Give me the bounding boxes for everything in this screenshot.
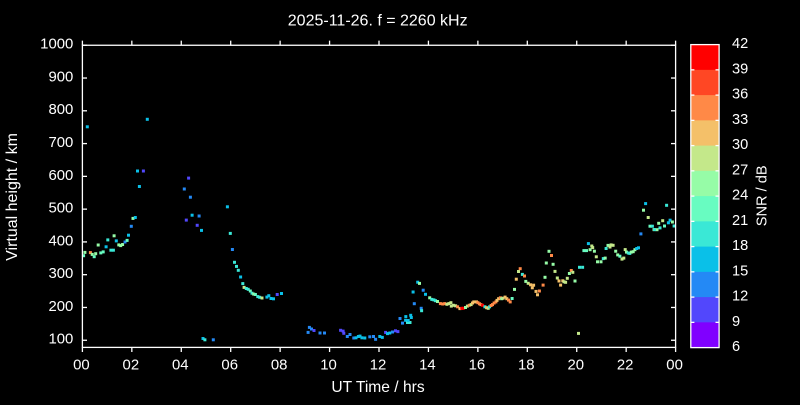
- svg-text:6: 6: [732, 339, 740, 355]
- svg-text:700: 700: [48, 135, 73, 151]
- svg-text:500: 500: [48, 201, 73, 217]
- svg-text:27: 27: [732, 162, 748, 178]
- svg-text:04: 04: [172, 357, 189, 373]
- svg-text:12: 12: [370, 357, 387, 373]
- svg-text:UT Time / hrs: UT Time / hrs: [331, 379, 424, 396]
- svg-text:33: 33: [732, 112, 748, 128]
- svg-text:12: 12: [732, 289, 748, 305]
- svg-text:15: 15: [732, 263, 748, 279]
- svg-text:21: 21: [732, 213, 748, 229]
- svg-text:02: 02: [123, 357, 140, 373]
- svg-text:06: 06: [221, 357, 238, 373]
- svg-text:Virtual height / km: Virtual height / km: [4, 133, 21, 261]
- svg-text:08: 08: [271, 357, 288, 373]
- svg-text:00: 00: [666, 357, 683, 373]
- svg-text:800: 800: [48, 102, 73, 118]
- svg-text:600: 600: [48, 168, 73, 184]
- svg-text:18: 18: [732, 238, 748, 254]
- svg-text:900: 900: [48, 69, 73, 85]
- svg-text:24: 24: [732, 188, 748, 204]
- svg-text:39: 39: [732, 61, 748, 77]
- svg-text:10: 10: [320, 357, 337, 373]
- svg-text:400: 400: [48, 233, 73, 249]
- svg-text:42: 42: [732, 36, 748, 52]
- svg-text:2025-11-26. f = 2260 kHz: 2025-11-26. f = 2260 kHz: [288, 12, 468, 29]
- svg-text:16: 16: [469, 357, 486, 373]
- svg-text:00: 00: [73, 357, 90, 373]
- svg-text:14: 14: [419, 357, 436, 373]
- svg-text:20: 20: [567, 357, 584, 373]
- svg-text:36: 36: [732, 87, 748, 103]
- svg-text:200: 200: [48, 299, 73, 315]
- svg-text:22: 22: [617, 357, 634, 373]
- svg-text:1000: 1000: [40, 37, 73, 53]
- svg-text:9: 9: [732, 314, 740, 330]
- svg-text:100: 100: [48, 332, 73, 348]
- svg-text:300: 300: [48, 266, 73, 282]
- svg-text:SNR / dB: SNR / dB: [755, 165, 771, 226]
- svg-text:18: 18: [518, 357, 535, 373]
- svg-text:30: 30: [732, 137, 748, 153]
